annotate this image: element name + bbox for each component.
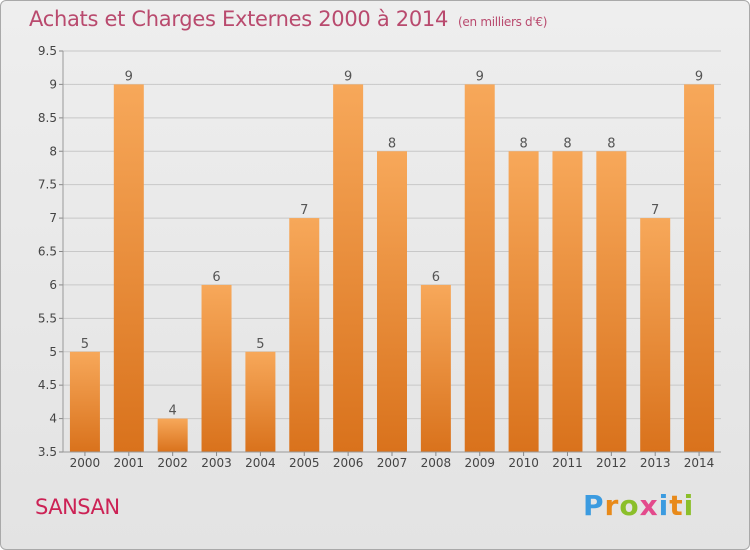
y-tick-label: 9.5 bbox=[38, 44, 57, 58]
y-tick-label: 9 bbox=[49, 77, 57, 91]
x-tick-label: 2006 bbox=[333, 456, 364, 470]
y-tick-label: 8 bbox=[49, 144, 57, 158]
proxiti-logo[interactable]: Proxiti bbox=[583, 489, 694, 522]
logo-letter: i bbox=[683, 489, 695, 522]
bar-value-label: 6 bbox=[432, 270, 440, 285]
x-tick-label: 2007 bbox=[377, 456, 408, 470]
x-tick-label: 2011 bbox=[552, 456, 583, 470]
x-tick-label: 2013 bbox=[640, 456, 671, 470]
bar-value-label: 9 bbox=[344, 69, 352, 84]
y-tick-label: 7.5 bbox=[38, 178, 57, 192]
bar bbox=[552, 151, 583, 452]
x-tick-label: 2001 bbox=[114, 456, 145, 470]
bar bbox=[377, 151, 407, 452]
bar-value-label: 7 bbox=[300, 203, 308, 218]
y-tick-label: 4.5 bbox=[38, 378, 57, 392]
logo-letter: P bbox=[583, 489, 605, 522]
y-tick-label: 8.5 bbox=[38, 111, 57, 125]
bar-value-label: 5 bbox=[81, 337, 89, 352]
bar bbox=[596, 151, 627, 452]
bar-value-label: 4 bbox=[169, 404, 177, 419]
x-tick-label: 2009 bbox=[464, 456, 495, 470]
chart-title-line: Achats et Charges Externes 2000 à 2014 (e… bbox=[29, 7, 547, 31]
y-tick-label: 3.5 bbox=[38, 445, 57, 459]
place-name: SANSAN bbox=[35, 495, 120, 519]
bar bbox=[245, 351, 276, 452]
logo-letter: t bbox=[669, 489, 684, 522]
bar-value-label: 9 bbox=[476, 69, 484, 84]
bar-value-label: 8 bbox=[563, 136, 571, 151]
y-tick-label: 5 bbox=[49, 345, 57, 359]
logo-letter: i bbox=[658, 489, 670, 522]
bar bbox=[333, 84, 364, 453]
x-tick-label: 2005 bbox=[289, 456, 320, 470]
x-tick-label: 2000 bbox=[70, 456, 101, 470]
bar bbox=[508, 151, 539, 452]
bar bbox=[289, 218, 320, 452]
bar-value-label: 6 bbox=[212, 270, 220, 285]
chart-title: Achats et Charges Externes 2000 à 2014 bbox=[29, 7, 449, 31]
y-tick-label: 7 bbox=[49, 211, 57, 225]
bar-value-label: 7 bbox=[651, 203, 659, 218]
bar bbox=[464, 84, 495, 453]
x-tick-label: 2004 bbox=[245, 456, 276, 470]
x-tick-label: 2003 bbox=[201, 456, 232, 470]
x-tick-label: 2002 bbox=[157, 456, 188, 470]
y-tick-label: 4 bbox=[49, 412, 57, 426]
bar-value-label: 5 bbox=[256, 337, 264, 352]
x-tick-label: 2008 bbox=[421, 456, 452, 470]
bar-value-label: 8 bbox=[607, 136, 615, 151]
logo-letter: x bbox=[639, 489, 659, 522]
x-tick-label: 2010 bbox=[508, 456, 539, 470]
x-tick-label: 2014 bbox=[684, 456, 715, 470]
bar bbox=[113, 84, 144, 453]
bar-value-label: 8 bbox=[388, 136, 396, 151]
bar bbox=[69, 351, 100, 452]
logo-letter: r bbox=[604, 489, 620, 522]
chart-unit: (en milliers d'€) bbox=[458, 15, 548, 29]
x-tick-label: 2012 bbox=[596, 456, 627, 470]
y-tick-label: 5.5 bbox=[38, 311, 57, 325]
logo-letter: o bbox=[619, 489, 640, 522]
bar bbox=[420, 284, 451, 452]
bar bbox=[684, 84, 715, 453]
y-tick-label: 6 bbox=[49, 278, 57, 292]
bar bbox=[157, 418, 188, 452]
bar-value-label: 9 bbox=[125, 69, 133, 84]
y-tick-label: 6.5 bbox=[38, 245, 57, 259]
bar bbox=[201, 284, 232, 452]
bar bbox=[640, 218, 671, 452]
bar-value-label: 8 bbox=[519, 136, 527, 151]
bar-value-label: 9 bbox=[695, 69, 703, 84]
